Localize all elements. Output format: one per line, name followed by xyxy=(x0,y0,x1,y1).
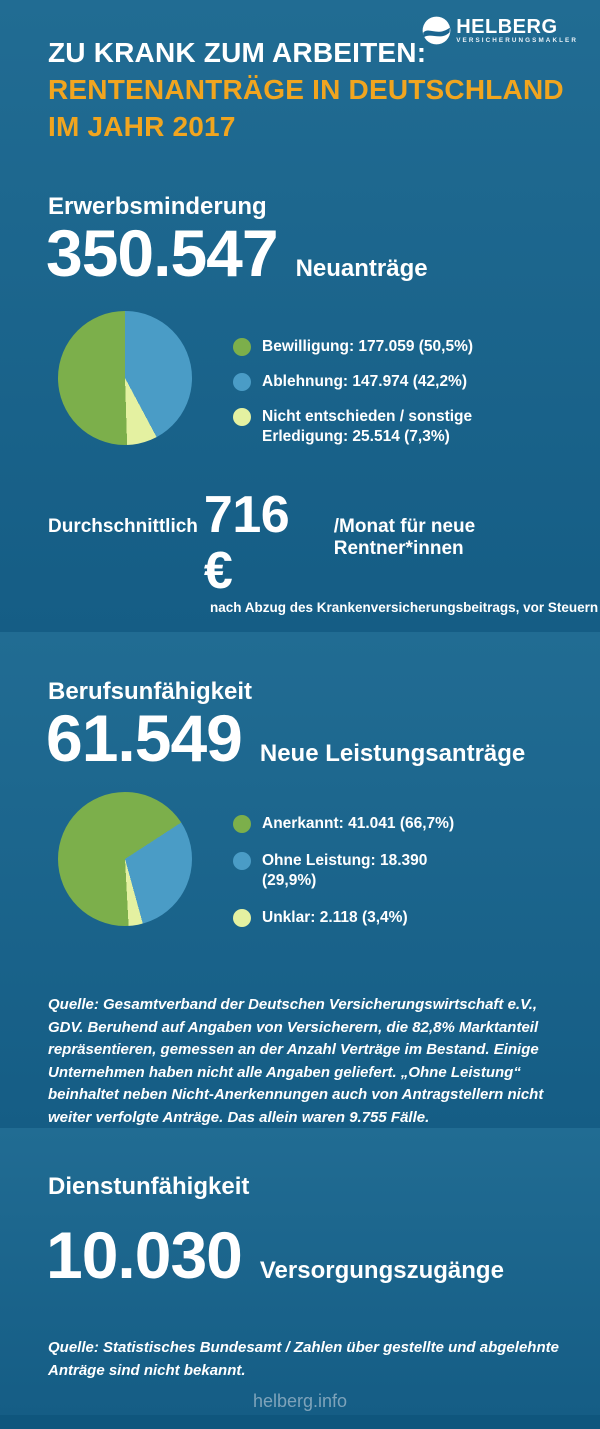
pie-chart-berufsunfaehigkeit xyxy=(58,792,192,926)
section-dienstunfaehigkeit: Dienstunfähigkeit 10.030 Versorgungszugä… xyxy=(0,1128,600,1415)
website-link[interactable]: helberg.info xyxy=(252,1391,348,1411)
title-line-1: ZU KRANK ZUM ARBEITEN: xyxy=(48,37,427,68)
logo-wave-icon xyxy=(422,16,451,45)
pie-chart-row-erwerbsminderung: Bewilligung: 177.059 (50,5%) Ablehnung: … xyxy=(58,311,600,447)
section-heading-berufsunfaehigkeit: Berufsunfähigkeit xyxy=(48,678,253,705)
stat-value: 61.549 xyxy=(46,701,243,775)
brand-text: HELBERG VERSICHERUNGSMAKLER xyxy=(456,16,578,44)
section-berufsunfaehigkeit: Berufsunfähigkeit 61.549 Neue Leistungsa… xyxy=(0,632,600,1128)
stat-berufsunfaehigkeit: 61.549 Neue Leistungsanträge xyxy=(46,702,600,774)
stat-value: 10.030 xyxy=(46,1218,243,1292)
average-suffix: /Monat für neue Rentner*innen xyxy=(333,516,476,559)
source-dienstunfaehigkeit: Quelle: Statistisches Bundesamt / Zahlen… xyxy=(48,1339,559,1379)
brand-logo: HELBERG VERSICHERUNGSMAKLER xyxy=(422,16,578,45)
section-heading-erwerbsminderung: Erwerbsminderung xyxy=(48,193,267,220)
section-erwerbsminderung: HELBERG VERSICHERUNGSMAKLER ZU KRANK ZUM… xyxy=(0,0,600,632)
average-amount: 716 € xyxy=(203,486,290,600)
legend-dot-green xyxy=(233,815,251,833)
stat-label: Versorgungszugänge xyxy=(259,1257,504,1284)
section-heading-dienstunfaehigkeit: Dienstunfähigkeit xyxy=(48,1173,250,1200)
legend-label: Ablehnung: 147.974 (42,2%) xyxy=(262,373,468,390)
legend-label: Anerkannt: 41.041 (66,7%) xyxy=(262,815,455,832)
average-prefix: Durchschnittlich xyxy=(48,516,198,537)
legend-item: Bewilligung: 177.059 (50,5%) xyxy=(233,337,480,357)
legend-item: Ablehnung: 147.974 (42,2%) xyxy=(233,372,480,392)
legend-item: Ohne Leistung: 18.390 (29,9%) xyxy=(233,851,480,891)
pie-chart-erwerbsminderung xyxy=(58,311,192,445)
pie-legend-erwerbsminderung: Bewilligung: 177.059 (50,5%) Ablehnung: … xyxy=(233,337,480,447)
stat-label: Neuanträge xyxy=(295,255,428,282)
legend-label: Nicht entschieden / sonstige Erledigung:… xyxy=(262,408,473,445)
legend-dot-green xyxy=(233,338,251,356)
legend-item: Unklar: 2.118 (3,4%) xyxy=(233,908,480,928)
stat-erwerbsminderung: 350.547 Neuanträge xyxy=(46,217,600,289)
legend-dot-blue xyxy=(233,852,251,870)
title-line-3: IM JAHR 2017 xyxy=(48,111,236,142)
legend-dot-lightgreen xyxy=(233,909,251,927)
legend-label: Ohne Leistung: 18.390 (29,9%) xyxy=(262,852,428,889)
source-berufsunfaehigkeit: Quelle: Gesamtverband der Deutschen Vers… xyxy=(48,996,544,1126)
stat-value: 350.547 xyxy=(46,216,279,290)
title-line-2: RENTENANTRÄGE IN DEUTSCHLAND xyxy=(48,74,564,105)
stat-dienstunfaehigkeit: 10.030 Versorgungszugänge xyxy=(46,1219,600,1291)
legend-dot-lightgreen xyxy=(233,408,251,426)
page-title: ZU KRANK ZUM ARBEITEN: RENTENANTRÄGE IN … xyxy=(0,0,600,145)
bottom-bar xyxy=(0,1415,600,1429)
brand-subtitle: VERSICHERUNGSMAKLER xyxy=(456,37,578,44)
legend-label: Unklar: 2.118 (3,4%) xyxy=(262,909,408,926)
legend-item: Nicht entschieden / sonstige Erledigung:… xyxy=(233,407,480,447)
average-pension-block: Durchschnittlich 716 € /Monat für neue R… xyxy=(48,487,600,615)
legend-item: Anerkannt: 41.041 (66,7%) xyxy=(233,814,480,834)
legend-label: Bewilligung: 177.059 (50,5%) xyxy=(262,338,474,355)
brand-name: HELBERG xyxy=(456,16,558,38)
pie-chart-row-berufsunfaehigkeit: Anerkannt: 41.041 (66,7%) Ohne Leistung:… xyxy=(58,792,600,928)
legend-dot-blue xyxy=(233,373,251,391)
stat-label: Neue Leistungsanträge xyxy=(259,740,526,767)
average-note: nach Abzug des Krankenversicherungsbeitr… xyxy=(210,600,599,615)
average-pension-row: Durchschnittlich 716 € /Monat für neue R… xyxy=(48,487,600,599)
pie-legend-berufsunfaehigkeit: Anerkannt: 41.041 (66,7%) Ohne Leistung:… xyxy=(233,814,480,928)
